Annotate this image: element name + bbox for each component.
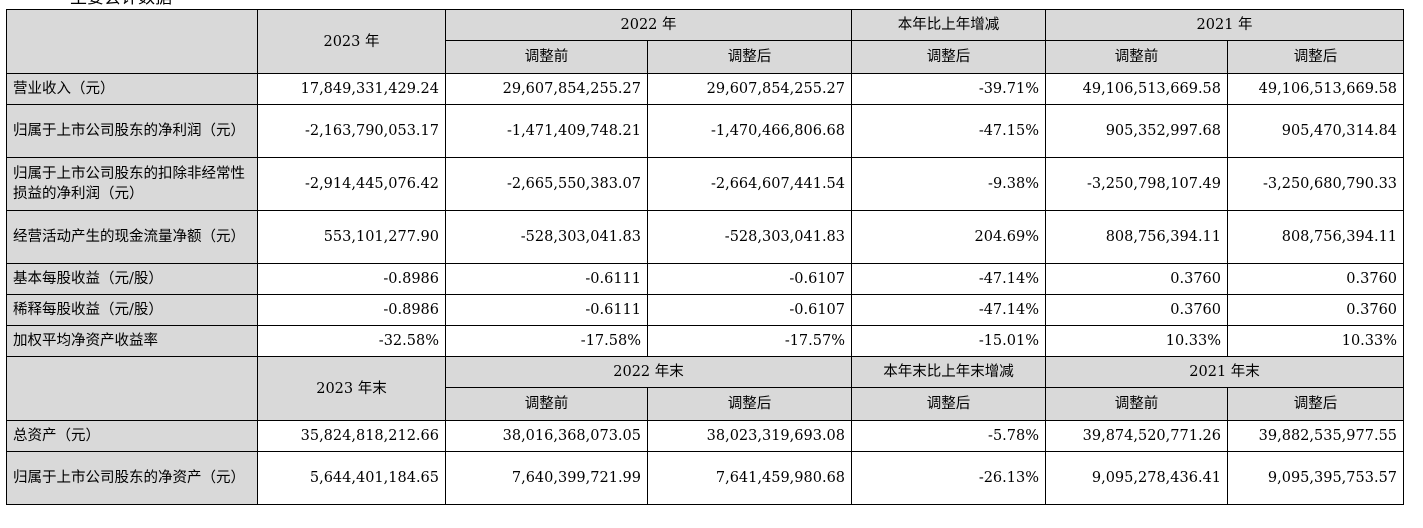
table-row: 基本每股收益（元/股） -0.8986 -0.6111 -0.6107 -47.… — [6, 263, 1405, 295]
cell-2022-before: -2,665,550,383.07 — [445, 157, 648, 211]
cell-change: -26.13% — [851, 451, 1047, 505]
section-heading: 主要会计数据 — [70, 0, 172, 8]
cell-2022-after: -17.57% — [646, 325, 853, 357]
table-row: 稀释每股收益（元/股） -0.8986 -0.6111 -0.6107 -47.… — [6, 294, 1405, 326]
table-row: 归属于上市公司股东的净资产（元） 5,644,401,184.65 7,640,… — [6, 451, 1405, 505]
cell-2021-after: 0.3760 — [1227, 263, 1405, 295]
cell-2023: 553,101,277.90 — [257, 210, 446, 264]
cell-change: -15.01% — [851, 325, 1047, 357]
header-change-sub: 调整后 — [851, 40, 1047, 74]
cell-2023: 35,824,818,212.66 — [257, 420, 446, 452]
cell-change: -5.78% — [851, 420, 1047, 452]
cell-2021-before: 49,106,513,669.58 — [1045, 73, 1229, 105]
cell-2021-before: 0.3760 — [1045, 263, 1229, 295]
financial-data-table: 2023 年 2022 年 本年比上年增减 2021 年 调整前 调整后 调整后… — [6, 9, 1405, 505]
cell-2022-after: -528,303,041.83 — [646, 210, 853, 264]
cell-change: -47.15% — [851, 104, 1047, 158]
cell-2022-after: 7,641,459,980.68 — [646, 451, 853, 505]
row-label: 归属于上市公司股东的净资产（元） — [6, 451, 258, 505]
cell-2021-after: 808,756,394.11 — [1227, 210, 1405, 264]
header-blank-cell-2 — [6, 356, 258, 421]
header-blank-cell — [6, 9, 258, 74]
cell-2021-before: 9,095,278,436.41 — [1045, 451, 1229, 505]
table-row: 归属于上市公司股东的扣除非经常性损益的净利润（元） -2,914,445,076… — [6, 157, 1405, 211]
table-row: 营业收入（元） 17,849,331,429.24 29,607,854,255… — [6, 73, 1405, 105]
header-2022-end-after: 调整后 — [646, 387, 853, 421]
row-label: 总资产（元） — [6, 420, 258, 452]
cell-2021-after: 10.33% — [1227, 325, 1405, 357]
cell-2021-after: 905,470,314.84 — [1227, 104, 1405, 158]
cell-2021-before: 905,352,997.68 — [1045, 104, 1229, 158]
header-row-sub: 调整前 调整后 调整后 调整前 调整后 — [7, 40, 1405, 74]
cell-2021-before: 808,756,394.11 — [1045, 210, 1229, 264]
cell-2022-after: 29,607,854,255.27 — [646, 73, 853, 105]
row-label: 归属于上市公司股东的净利润（元） — [6, 104, 258, 158]
cell-2022-before: 29,607,854,255.27 — [445, 73, 648, 105]
header-row-top-2: 2023 年末 2022 年末 本年末比上年末增减 2021 年末 — [6, 356, 1405, 421]
header-change-end-sub: 调整后 — [851, 387, 1047, 421]
header-2022-after: 调整后 — [646, 40, 853, 74]
header-row-sub-2: 调整前 调整后 调整后 调整前 调整后 — [7, 387, 1405, 421]
cell-2021-after: -3,250,680,790.33 — [1227, 157, 1405, 211]
header-2021-end-after: 调整后 — [1227, 387, 1405, 421]
header-change: 本年比上年增减 — [851, 9, 1047, 41]
cell-2021-before: -3,250,798,107.49 — [1045, 157, 1229, 211]
cell-2022-before: -528,303,041.83 — [445, 210, 648, 264]
header-2021-end: 2021 年末 — [1045, 356, 1405, 388]
cell-2022-before: -1,471,409,748.21 — [445, 104, 648, 158]
header-change-end: 本年末比上年末增减 — [851, 356, 1047, 388]
header-2021-end-before: 调整前 — [1045, 387, 1229, 421]
row-label: 基本每股收益（元/股） — [6, 263, 258, 295]
cell-2022-after: 38,023,319,693.08 — [646, 420, 853, 452]
cell-2022-after: -0.6107 — [646, 263, 853, 295]
header-row-top: 2023 年 2022 年 本年比上年增减 2021 年 — [6, 9, 1405, 74]
cell-2022-after: -2,664,607,441.54 — [646, 157, 853, 211]
cell-change: -47.14% — [851, 294, 1047, 326]
cell-2022-before: 7,640,399,721.99 — [445, 451, 648, 505]
header-2021: 2021 年 — [1045, 9, 1405, 41]
cell-2023: -0.8986 — [257, 263, 446, 295]
table-row: 归属于上市公司股东的净利润（元） -2,163,790,053.17 -1,47… — [6, 104, 1405, 158]
header-2022-end-before: 调整前 — [445, 387, 648, 421]
header-2022-before: 调整前 — [445, 40, 648, 74]
row-label: 归属于上市公司股东的扣除非经常性损益的净利润（元） — [6, 157, 258, 211]
cell-2023: -2,914,445,076.42 — [257, 157, 446, 211]
table-row: 加权平均净资产收益率 -32.58% -17.58% -17.57% -15.0… — [6, 325, 1405, 357]
cell-2023: -2,163,790,053.17 — [257, 104, 446, 158]
cell-change: 204.69% — [851, 210, 1047, 264]
row-label: 稀释每股收益（元/股） — [6, 294, 258, 326]
header-2022-end: 2022 年末 — [444, 356, 853, 388]
row-label: 营业收入（元） — [6, 73, 258, 105]
row-label: 加权平均净资产收益率 — [6, 325, 258, 357]
header-2021-before: 调整前 — [1045, 40, 1229, 74]
table-row: 经营活动产生的现金流量净额（元） 553,101,277.90 -528,303… — [6, 210, 1405, 264]
cell-2023: -32.58% — [257, 325, 446, 357]
cell-2021-before: 39,874,520,771.26 — [1045, 420, 1229, 452]
cell-2021-after: 49,106,513,669.58 — [1227, 73, 1405, 105]
cell-2023: 17,849,331,429.24 — [257, 73, 446, 105]
cell-2021-after: 9,095,395,753.57 — [1227, 451, 1405, 505]
header-2022: 2022 年 — [444, 9, 853, 41]
header-2023-end: 2023 年末 — [257, 356, 446, 421]
row-label: 经营活动产生的现金流量净额（元） — [6, 210, 258, 264]
cell-2021-after: 39,882,535,977.55 — [1227, 420, 1405, 452]
cell-2022-before: 38,016,368,073.05 — [445, 420, 648, 452]
cell-2022-before: -0.6111 — [445, 263, 648, 295]
cell-2022-after: -0.6107 — [646, 294, 853, 326]
cell-2023: -0.8986 — [257, 294, 446, 326]
cell-2023: 5,644,401,184.65 — [257, 451, 446, 505]
table-row: 总资产（元） 35,824,818,212.66 38,016,368,073.… — [6, 420, 1405, 452]
cell-2021-after: 0.3760 — [1227, 294, 1405, 326]
cell-2022-before: -0.6111 — [445, 294, 648, 326]
cell-2021-before: 0.3760 — [1045, 294, 1229, 326]
cell-change: -39.71% — [851, 73, 1047, 105]
cell-2022-after: -1,470,466,806.68 — [646, 104, 853, 158]
cell-2022-before: -17.58% — [445, 325, 648, 357]
header-2023: 2023 年 — [257, 9, 446, 74]
cell-change: -9.38% — [851, 157, 1047, 211]
cell-2021-before: 10.33% — [1045, 325, 1229, 357]
cell-change: -47.14% — [851, 263, 1047, 295]
header-2021-after: 调整后 — [1227, 40, 1405, 74]
